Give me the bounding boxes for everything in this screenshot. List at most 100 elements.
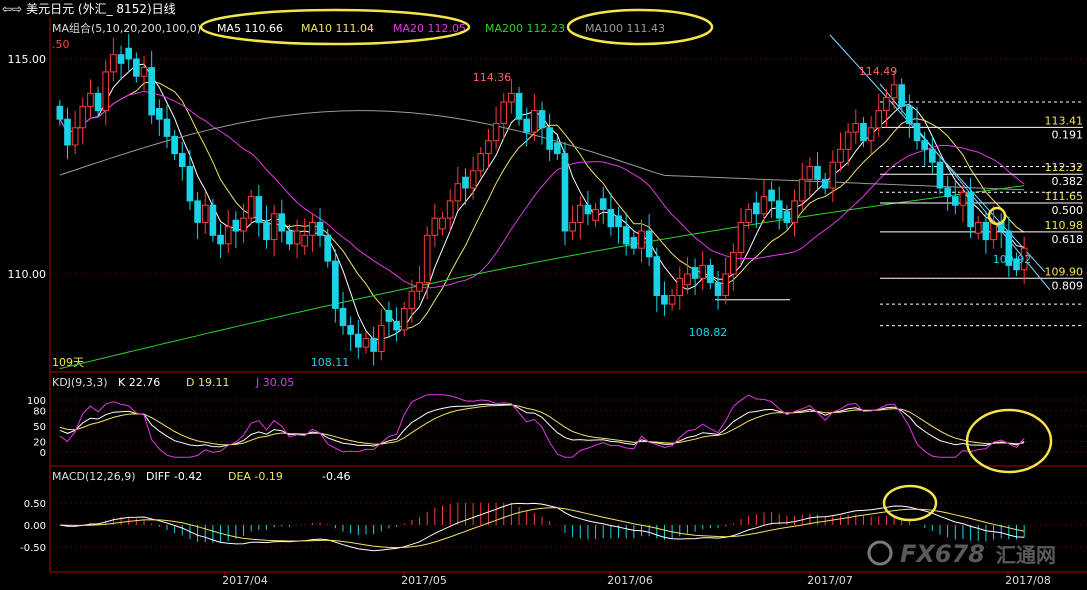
candle-body — [278, 213, 286, 232]
candle-body — [645, 230, 653, 258]
fibonacci-levels: 113.410.191112.320.382111.650.500110.980… — [715, 101, 1084, 327]
kdj-j-legend: J 30.05 — [255, 376, 294, 389]
candle-body — [117, 54, 125, 64]
candle-body — [898, 84, 906, 107]
candle-body — [87, 92, 94, 107]
candle-body — [416, 282, 423, 292]
candle-body — [155, 107, 163, 120]
fib-level-ratio: 0.618 — [1052, 233, 1084, 246]
switch-arrow-icon[interactable]: ⇦⇨ — [2, 2, 23, 16]
fib-level-price: 113.41 — [1045, 114, 1084, 127]
macd-dea-line — [59, 507, 1025, 549]
highlight-ellipse — [882, 484, 938, 522]
candle-body — [385, 310, 393, 322]
fib-level-ratio: 0.809 — [1052, 279, 1084, 292]
candle-body — [393, 320, 400, 331]
macd-legend-label: MACD(12,26,9) — [52, 470, 136, 483]
candle-body — [768, 189, 775, 202]
candle-body — [883, 97, 890, 112]
candle-body — [661, 295, 668, 305]
candle-body — [492, 123, 500, 142]
candle-body — [906, 105, 913, 125]
y-axis: 115.00 110.00 .50 109天 — [8, 38, 1087, 369]
candle-body — [546, 127, 553, 150]
price-annotations: 114.36 114.49 108.11 108.82 109.92 — [311, 65, 1032, 369]
candle-body — [110, 54, 117, 73]
candle-body — [171, 135, 178, 155]
candle-body — [446, 200, 454, 219]
candle-body — [148, 67, 155, 116]
candle-body — [852, 123, 860, 133]
candle-body — [515, 92, 523, 120]
candle-body — [959, 191, 967, 206]
candle-body — [201, 204, 209, 223]
candle-body — [400, 307, 408, 331]
title-bar: ⇦⇨ 美元日元 (外汇_ 8152)日线 — [0, 0, 1087, 18]
candle-body — [224, 226, 232, 245]
candle-body — [423, 234, 431, 284]
candle-body — [775, 200, 783, 219]
candle-body — [791, 200, 798, 223]
highlight-ellipse — [566, 8, 714, 46]
candle-body — [500, 101, 508, 124]
candle-body — [247, 196, 255, 219]
candle-body — [64, 118, 71, 146]
candle-body — [477, 153, 485, 172]
price-annotation-label: 114.49 — [859, 65, 898, 78]
candle-body — [707, 264, 714, 284]
watermark: FX678 汇通网 — [867, 540, 1056, 568]
fib-level-ratio: 0.500 — [1052, 204, 1084, 217]
candle-body — [569, 221, 576, 232]
partial-tick-label: .50 — [52, 38, 70, 51]
y-tick-label: 110.00 — [8, 268, 47, 281]
x-tick-label: 2017/06 — [607, 574, 653, 587]
highlight-ellipses — [199, 8, 1053, 522]
candle-body — [163, 118, 171, 137]
ma-legend-label: MA组合(5,10,20,200,100,0) — [52, 21, 201, 35]
candle-body — [638, 230, 645, 249]
candle-body — [798, 178, 806, 202]
candle-body — [921, 140, 929, 150]
ma100-legend: MA100 111.43 — [585, 22, 665, 35]
watermark-cn-text: 汇通网 — [996, 543, 1056, 567]
x-tick-label: 2017/08 — [1005, 574, 1051, 587]
candle-body — [1005, 230, 1013, 266]
macd-y-tick: 0.50 — [24, 499, 46, 510]
candle-body — [485, 140, 492, 155]
candle-body — [79, 105, 87, 129]
fib-level-ratio: 0.191 — [1052, 128, 1084, 141]
candle-body — [354, 333, 362, 348]
candle-body — [531, 110, 538, 133]
candle-body — [286, 230, 293, 245]
candle-body — [469, 170, 477, 189]
macd-diff-line — [59, 502, 1025, 552]
candle-body — [974, 221, 982, 234]
macd-value-legend: -0.46 — [322, 470, 350, 483]
candle-body — [332, 260, 339, 309]
candle-body — [599, 198, 607, 210]
chart-frame — [49, 18, 1087, 573]
candle-body — [462, 176, 469, 189]
candle-body — [538, 110, 546, 129]
candle-body — [630, 236, 638, 249]
candle-body — [821, 178, 829, 189]
candle-body — [523, 118, 531, 133]
ma10-legend: MA10 111.04 — [301, 22, 374, 35]
candle-body — [844, 131, 852, 150]
candle-body — [209, 204, 217, 236]
candle-body — [508, 92, 515, 103]
candle-body — [982, 221, 990, 241]
candle-body — [722, 273, 730, 296]
candle-body — [699, 264, 707, 279]
kdj-y-tick: 20 — [33, 438, 46, 449]
fib-level-price: 109.90 — [1045, 265, 1084, 278]
kdj-k-legend: K 22.76 — [118, 376, 160, 389]
candle-body — [745, 209, 752, 223]
candle-body — [347, 325, 354, 335]
candle-body — [760, 196, 768, 215]
fib-level-price: 110.98 — [1045, 219, 1084, 232]
candle-body — [875, 110, 883, 129]
candle-body — [125, 47, 133, 60]
candle-body — [431, 217, 439, 236]
